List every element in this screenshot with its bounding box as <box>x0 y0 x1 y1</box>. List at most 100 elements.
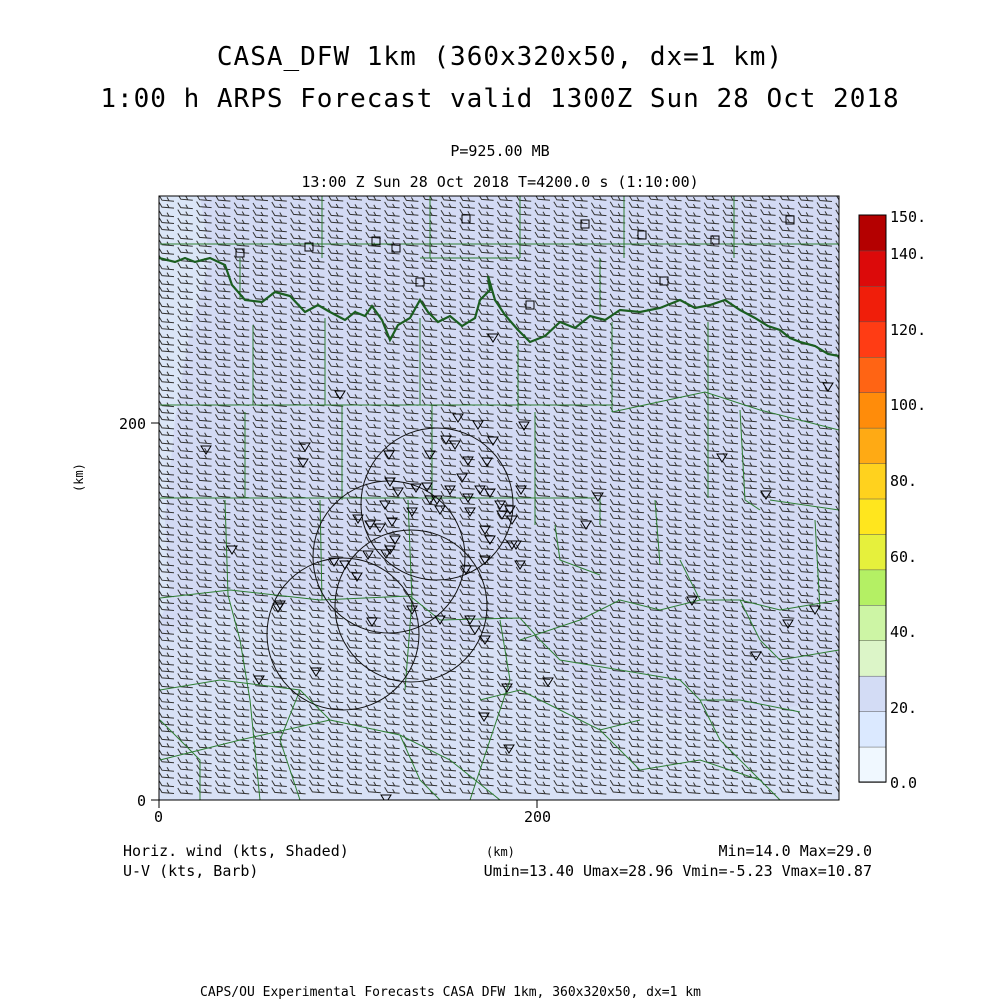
triangle-station <box>200 445 212 455</box>
colorbar-segment <box>858 250 887 287</box>
triangle-station <box>380 549 392 559</box>
legend-shaded: Horiz. wind (kts, Shaded) <box>123 842 349 860</box>
colorbar-label-40: 40. <box>890 623 918 641</box>
county-border <box>224 499 261 800</box>
triangle-station <box>506 540 518 550</box>
colorbar-segment <box>858 462 887 500</box>
triangle-station <box>299 442 311 452</box>
colorbar-segment <box>858 604 887 641</box>
triangle-station <box>434 615 446 625</box>
triangle-station <box>782 619 794 629</box>
wind-barbs <box>159 196 839 795</box>
triangle-station <box>460 565 472 575</box>
square-station <box>659 276 669 286</box>
radar-ring-west <box>266 557 420 711</box>
wind-barb-grid <box>159 196 839 795</box>
colorbar-label-80: 80. <box>890 472 918 490</box>
county-borders <box>159 196 839 800</box>
triangle-station <box>374 523 386 533</box>
county-border <box>739 599 839 661</box>
triangle-station <box>456 473 468 483</box>
triangle-station <box>716 453 728 463</box>
colorbar-label-140: 140. <box>890 245 927 263</box>
triangle-station <box>406 605 418 615</box>
x-axis-unit: (km) <box>486 845 515 859</box>
triangle-station <box>431 495 443 505</box>
triangle-station <box>504 505 516 515</box>
x-tick-0: 0 <box>154 808 164 826</box>
colorbar-segment <box>858 214 887 252</box>
red-river <box>159 256 839 358</box>
triangle-station <box>484 535 496 545</box>
county-border <box>519 599 839 641</box>
county-border <box>554 524 601 576</box>
square-station <box>461 214 471 224</box>
stats-uv-range: Umin=13.40 Umax=28.96 Vmin=-5.23 Vmax=10… <box>483 862 872 880</box>
triangle-station <box>479 555 491 565</box>
triangle-station <box>328 557 340 567</box>
triangle-station <box>352 514 364 524</box>
colorbar-segment <box>858 285 887 323</box>
county-border <box>469 619 511 800</box>
square-station <box>580 219 590 229</box>
legend-barb: U-V (kts, Barb) <box>123 862 259 880</box>
triangle-station <box>518 421 530 431</box>
county-border <box>404 499 413 691</box>
colorbar-segment <box>858 498 887 535</box>
triangle-station <box>452 413 464 423</box>
triangle-station <box>379 500 391 510</box>
triangle-station <box>364 520 376 530</box>
colorbar-segment <box>858 356 887 393</box>
triangle-station <box>384 477 396 487</box>
square-station <box>304 242 314 252</box>
county-border <box>769 499 839 511</box>
county-border <box>611 391 839 431</box>
stats-min-max: Min=14.0 Max=29.0 <box>718 842 872 860</box>
triangle-station <box>487 436 499 446</box>
colorbar-label-20: 20. <box>890 699 918 717</box>
square-station <box>525 300 535 310</box>
triangle-station <box>449 440 461 450</box>
triangle-station <box>809 605 821 615</box>
triangle-station <box>310 667 322 677</box>
x-tick-200: 200 <box>524 808 552 826</box>
triangle-station <box>469 625 481 635</box>
triangle-station <box>481 457 493 467</box>
colorbar <box>858 214 887 783</box>
radar-ring-center <box>312 480 466 634</box>
county-border <box>159 719 201 800</box>
triangle-station <box>462 493 474 503</box>
colorbar-segment <box>858 710 887 748</box>
triangle-station <box>514 560 526 570</box>
triangle-station <box>501 683 513 693</box>
county-border <box>599 729 761 781</box>
station-markers <box>200 214 834 800</box>
triangle-station <box>424 450 436 460</box>
colorbar-segment <box>858 675 887 712</box>
triangle-station <box>472 420 484 430</box>
triangle-station <box>410 483 422 493</box>
square-station <box>785 215 795 225</box>
triangle-station <box>362 550 374 560</box>
colorbar-segment <box>858 569 887 606</box>
square-station <box>710 235 720 245</box>
title-line-2: 1:00 h ARPS Forecast valid 1300Z Sun 28 … <box>100 84 900 114</box>
triangle-station <box>487 333 499 343</box>
triangle-station <box>334 390 346 400</box>
triangle-station <box>351 572 363 582</box>
square-station <box>235 248 245 258</box>
colorbar-label-100: 100. <box>890 396 927 414</box>
county-border <box>699 699 781 800</box>
y-tick-0: 0 <box>137 792 147 810</box>
colorbar-segment <box>858 391 887 429</box>
triangle-station <box>380 794 392 800</box>
triangle-station <box>274 600 286 610</box>
triangle-station <box>542 677 554 687</box>
triangle-station <box>421 482 433 492</box>
colorbar-label-120: 120. <box>890 321 927 339</box>
county-border <box>739 409 761 511</box>
title-line-1: CASA_DFW 1km (360x320x50, dx=1 km) <box>216 42 784 72</box>
y-tick-200: 200 <box>119 415 147 433</box>
triangle-station <box>253 675 265 685</box>
